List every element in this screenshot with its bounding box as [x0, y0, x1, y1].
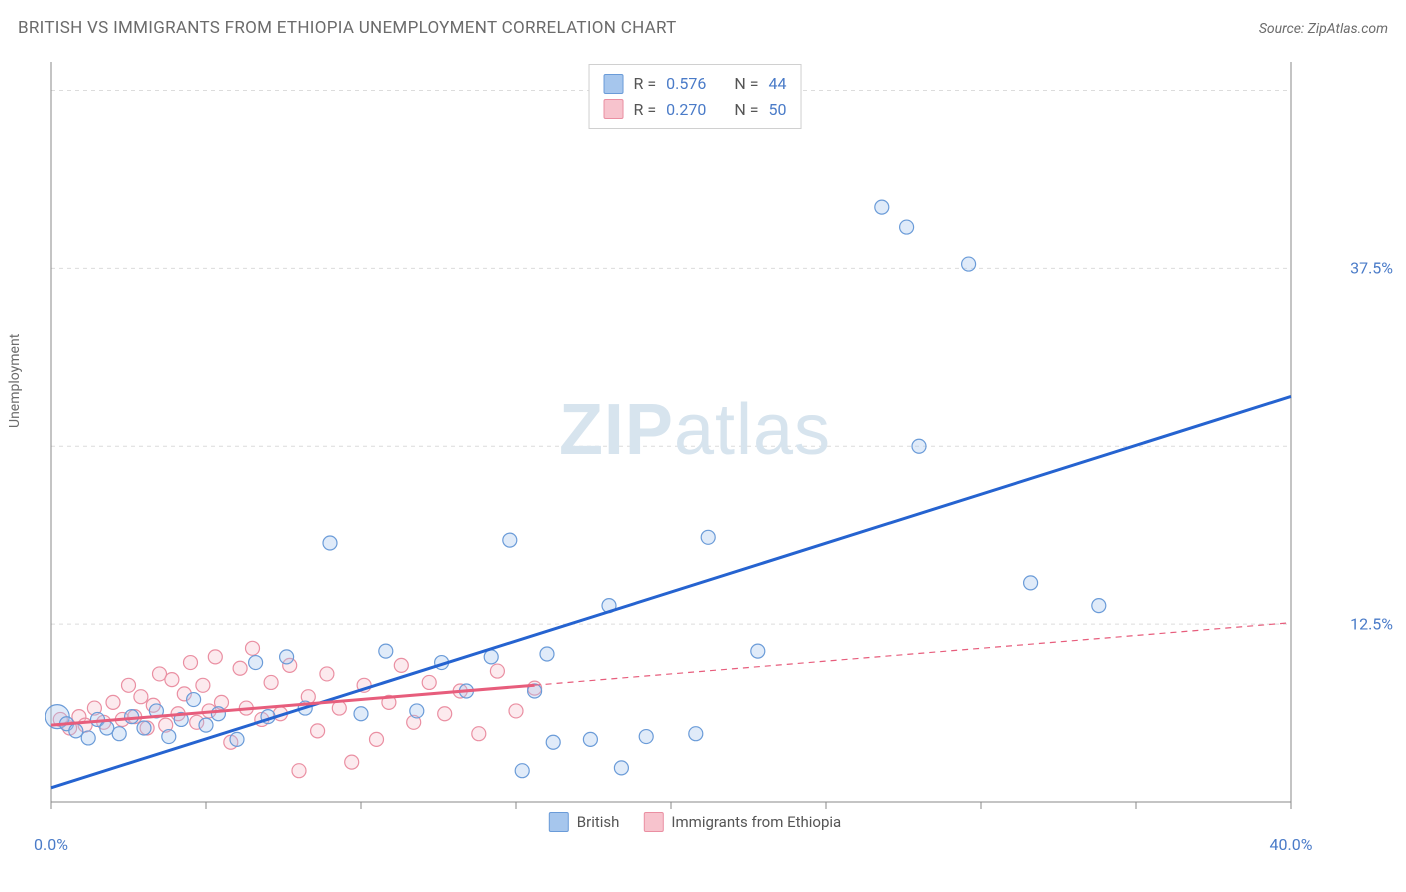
y-axis-label: Unemployment — [7, 334, 23, 428]
legend-series: British Immigrants from Ethiopia — [549, 812, 841, 832]
legend-item-british: British — [549, 812, 620, 832]
r-value-british: 0.576 — [666, 71, 706, 97]
n-value-british: 44 — [768, 71, 786, 97]
y-tick-label: 37.5% — [1350, 259, 1393, 278]
source-attribution: Source: ZipAtlas.com — [1259, 21, 1388, 37]
r-label: R = — [634, 71, 657, 97]
legend-item-ethiopia: Immigrants from Ethiopia — [643, 812, 841, 832]
x-tick-label: 0.0% — [34, 835, 68, 854]
header: BRITISH VS IMMIGRANTS FROM ETHIOPIA UNEM… — [18, 18, 1388, 38]
swatch-british — [549, 812, 569, 832]
plot-area: ZIPatlas R = 0.576 N = 44 R = 0.270 N = … — [45, 60, 1345, 830]
legend-row-british: R = 0.576 N = 44 — [604, 71, 787, 97]
x-tick-label: 40.0% — [1270, 835, 1313, 854]
swatch-british — [604, 74, 624, 94]
legend-row-ethiopia: R = 0.270 N = 50 — [604, 97, 787, 123]
legend-label-british: British — [577, 813, 620, 831]
legend-correlation: R = 0.576 N = 44 R = 0.270 N = 50 — [589, 64, 802, 129]
swatch-ethiopia — [643, 812, 663, 832]
r-value-ethiopia: 0.270 — [666, 97, 706, 123]
n-value-ethiopia: 50 — [768, 97, 786, 123]
swatch-ethiopia — [604, 99, 624, 119]
n-label: N = — [734, 97, 758, 123]
n-label: N = — [734, 71, 758, 97]
scatter-plot — [45, 60, 1345, 830]
chart-title: BRITISH VS IMMIGRANTS FROM ETHIOPIA UNEM… — [18, 18, 677, 38]
y-tick-label: 12.5% — [1350, 615, 1393, 634]
r-label: R = — [634, 97, 657, 123]
legend-label-ethiopia: Immigrants from Ethiopia — [671, 813, 841, 831]
